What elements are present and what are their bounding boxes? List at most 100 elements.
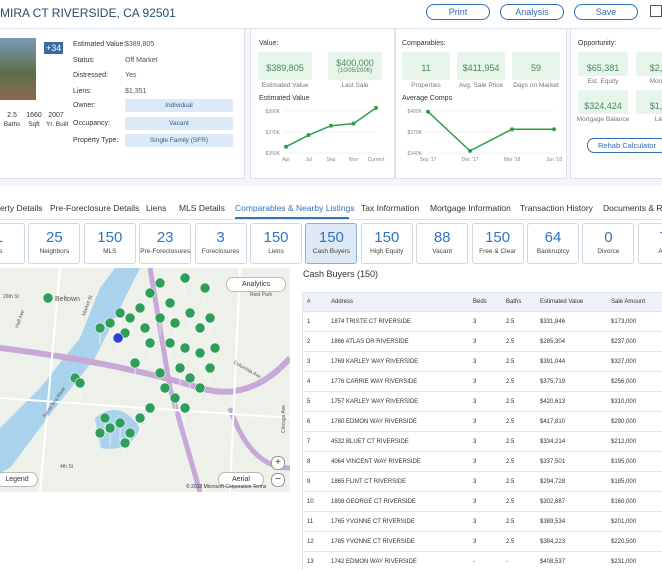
photo-badge[interactable]: +34 [44, 42, 64, 54]
tab[interactable]: Documents & Re [603, 203, 662, 213]
tab[interactable]: erty Details [0, 203, 43, 213]
stat-value: 2007 [48, 112, 64, 119]
x-tick-label: Apr [282, 157, 290, 163]
map-pin [144, 402, 156, 426]
tab[interactable]: Mortgage Information [430, 203, 511, 213]
table-cell: 4532 BLUET CT RIVERSIDE [327, 431, 469, 452]
map-pin [139, 322, 151, 346]
table-cell: 3 [469, 311, 502, 332]
count-card[interactable]: 150 Cash Buyers [305, 223, 358, 264]
count-card[interactable]: 150 Free & Clear [471, 223, 524, 264]
map-pin [169, 317, 181, 341]
count-card[interactable]: 150 High Equity [360, 223, 413, 264]
table-row[interactable]: 10 1808 GEORGE CT RIVERSIDE 3 2.5 $302,887 $1… [302, 491, 662, 512]
header-button[interactable]: Print [426, 4, 490, 20]
table-cell: $310,000 [607, 391, 662, 412]
map-pin [99, 412, 111, 436]
tab[interactable]: Tax Information [361, 203, 420, 213]
table-row[interactable]: 6 1780 EDMON WAY RIVERSIDE 3 2.5 $417,810 $29… [302, 411, 662, 432]
table-title: Cash Buyers (150) [303, 269, 379, 279]
analytics-dropdown[interactable]: Analytics [226, 277, 286, 292]
table-row[interactable]: 12 1785 YVONNE CT RIVERSIDE 3 2.5 $384,223 $2… [302, 531, 662, 552]
table-cell: $185,000 [607, 471, 662, 492]
map-label: Beltown [55, 296, 80, 303]
header-button[interactable]: Analysis [500, 4, 564, 20]
map-pin [199, 282, 211, 306]
rehab-button[interactable]: Rehab Calculator [587, 138, 662, 153]
table-cell: $173,000 [607, 311, 662, 332]
map-pin [114, 417, 126, 441]
map-pin [94, 427, 106, 451]
table-cell: 2.5 [502, 471, 536, 492]
table-row[interactable]: 7 4532 BLUET CT RIVERSIDE 3 2.5 $334,214 $212… [302, 431, 662, 452]
table-cell: 1866 ATLAS DR RIVERSIDE [327, 331, 469, 352]
table-cell: 2.5 [502, 391, 536, 412]
table-cell: 3 [469, 531, 502, 552]
photo[interactable] [0, 38, 36, 100]
table-row[interactable]: 5 1757 KARLEY WAY RIVERSIDE 3 2.5 $420,613 $3… [302, 391, 662, 412]
tab[interactable]: Transaction History [520, 203, 593, 213]
map-pin [159, 382, 171, 406]
table-row[interactable]: 3 1769 KARLEY WAY RIVERSIDE 3 2.5 $391,044 $3… [302, 351, 662, 372]
table-row[interactable]: 2 1866 ATLAS DR RIVERSIDE 3 2.5 $285,304 $237… [302, 331, 662, 352]
x-tick-label: Mar '18 [504, 157, 521, 163]
legend-button[interactable]: Legend [0, 472, 38, 487]
tab[interactable]: Liens [146, 203, 167, 213]
header-button[interactable]: Save [574, 4, 638, 20]
card-label: Free & Clear [479, 248, 517, 255]
table-row[interactable]: 9 1865 FLINT CT RIVERSIDE 3 2.5 $294,728 $185… [302, 471, 662, 492]
stat-tile: $411,954 [457, 52, 505, 80]
table-cell: 3 [469, 391, 502, 412]
count-card[interactable]: 23 Pre-Foreclosures [139, 223, 192, 264]
table-row[interactable]: 11 1765 YVONNE CT RIVERSIDE 3 2.5 $389,534 $2… [302, 511, 662, 532]
table-cell: 5 [302, 391, 327, 412]
table-cell: $327,000 [607, 351, 662, 372]
table-row[interactable]: 4 1776 CARRIE WAY RIVERSIDE 3 2.5 $375,719 $2… [302, 371, 662, 392]
zoom-in[interactable]: + [271, 456, 285, 470]
map-pin [169, 392, 181, 416]
tab[interactable]: Pre-Foreclosure Details [50, 203, 140, 213]
table-cell: 3 [469, 331, 502, 352]
count-card[interactable]: 150 Liens [250, 223, 302, 264]
point [284, 144, 288, 149]
table-cell: 1865 FLINT CT RIVERSIDE [327, 471, 469, 492]
table-row[interactable]: 13 1742 EDMON WAY RIVERSIDE - - $408,537 $231… [302, 551, 662, 570]
table-cell: 3 [469, 371, 502, 392]
table-cell: 8 [302, 451, 327, 472]
table-cell: $220,500 [607, 531, 662, 552]
table-cell: 1742 EDMON WAY RIVERSIDE [327, 551, 469, 570]
count-card[interactable]: 64 Bankruptcy [527, 223, 579, 264]
share-icon[interactable] [650, 5, 662, 17]
zoom-out[interactable]: − [271, 473, 285, 487]
table-row[interactable]: 1 1874 TRISTE CT RIVERSIDE 3 2.5 $331,846 $17… [302, 311, 662, 332]
count-card[interactable]: 1 ps [0, 223, 25, 264]
card-count: 88 [433, 229, 451, 246]
field-value: $1,351 [125, 87, 147, 95]
column-header: Beds [469, 292, 502, 312]
count-card[interactable]: 88 Vacant [416, 223, 469, 264]
table-cell: 1808 GEORGE CT RIVERSIDE [327, 491, 469, 512]
table-row[interactable]: 8 4064 VINCENT WAY RIVERSIDE 3 2.5 $337,501 $… [302, 451, 662, 472]
tab[interactable]: Comparables & Nearby Listings [235, 203, 355, 213]
column-header: Baths [502, 292, 536, 312]
y-tick-label: $400K [408, 109, 423, 115]
field-value: Off Market [125, 56, 158, 64]
count-card[interactable]: 0 Divorce [582, 223, 635, 264]
point [510, 127, 514, 132]
aerial-button[interactable]: Aerial [218, 472, 264, 487]
count-card[interactable]: 7 Auc [637, 223, 662, 264]
card-label: Cash Buyers [312, 248, 350, 255]
tab[interactable]: MLS Details [179, 203, 225, 213]
table-cell: 1769 KARLEY WAY RIVERSIDE [327, 351, 469, 372]
table-cell: $417,810 [536, 411, 607, 432]
count-card[interactable]: 25 Neighbors [28, 223, 81, 264]
map-pin [184, 307, 196, 331]
map-pin [119, 437, 131, 461]
map-label: Columbia Ave [232, 360, 262, 381]
count-card[interactable]: 3 Foreclosures [194, 223, 247, 264]
tile-value: $65,381 [586, 63, 620, 73]
count-card[interactable]: 150 MLS [83, 223, 136, 264]
card-count: 150 [318, 229, 344, 246]
tile-label: Properties [411, 82, 441, 89]
